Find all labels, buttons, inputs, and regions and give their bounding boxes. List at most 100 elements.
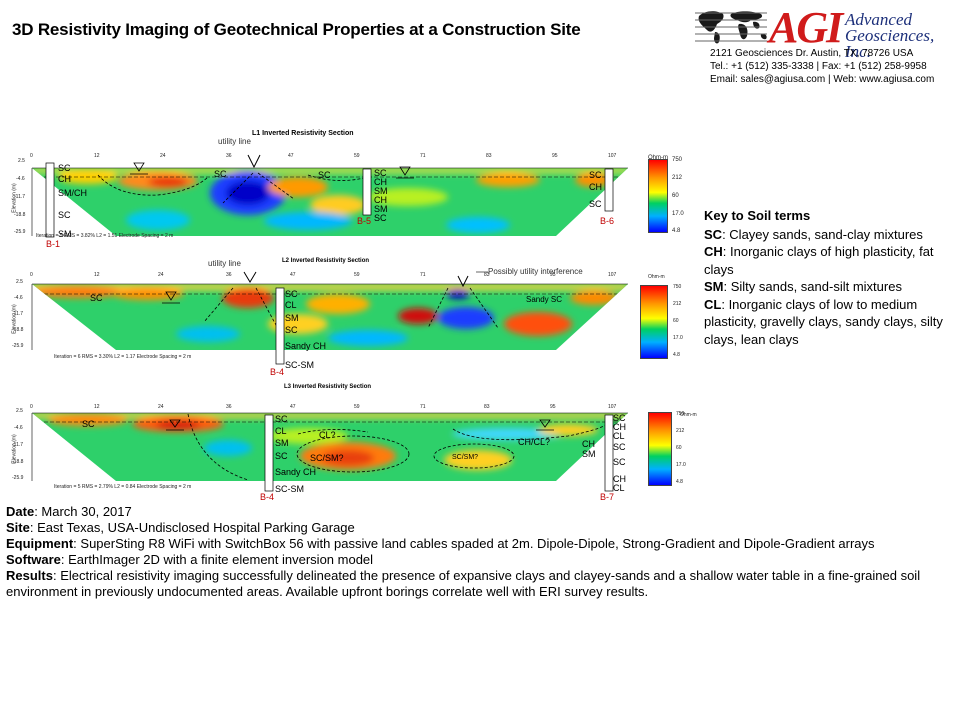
detail-equipment: Equipment: SuperSting R8 WiFi with Switc… xyxy=(6,536,875,551)
boring-layer: SC xyxy=(58,210,71,220)
x-tick: 36 xyxy=(226,153,232,159)
x-tick: 59 xyxy=(354,272,360,278)
soil-key-item-sm: SM: Silty sands, sand-silt mixtures xyxy=(704,279,902,294)
x-tick: 71 xyxy=(420,272,426,278)
x-tick: 36 xyxy=(226,272,232,278)
scale-unit: Ohm-m xyxy=(648,155,668,161)
x-tick: 0 xyxy=(30,272,33,278)
scale-tick: 17.0 xyxy=(672,211,684,217)
x-tick: 83 xyxy=(484,404,490,410)
y-tick: -18.8 xyxy=(14,212,26,218)
soil-key-item-ch: CH: Inorganic clays of high plasticity, … xyxy=(704,244,934,277)
scale-tick: 4.8 xyxy=(676,479,683,485)
soil-label: Sandy SC xyxy=(526,295,563,304)
y-tick: 2.5 xyxy=(16,279,23,285)
annotation-ch-cl: CH/CL? xyxy=(518,437,551,447)
boring-layer: SM xyxy=(285,313,299,323)
soil-label: CH xyxy=(582,439,595,449)
soil-key-heading: Key to Soil terms xyxy=(704,208,811,223)
boring-layer: SC-SM xyxy=(285,360,314,370)
boring-layer: SM/CH xyxy=(58,188,87,198)
x-tick: 95 xyxy=(552,153,558,159)
soil-key: Key to Soil terms SC: Clayey sands, sand… xyxy=(704,207,954,348)
company-address: 2121 Geosciences Dr. Austin, TX, 78726 U… xyxy=(710,48,914,59)
world-map-icon xyxy=(695,11,767,44)
x-tick: 107 xyxy=(608,153,617,159)
scale-tick: 212 xyxy=(676,428,685,434)
x-tick: 24 xyxy=(160,153,166,159)
section-l3-plot xyxy=(31,412,628,492)
x-tick: 0 xyxy=(30,153,33,159)
boring-layer: CH xyxy=(58,174,71,184)
y-tick: -25.9 xyxy=(12,475,24,481)
x-tick: 47 xyxy=(290,272,296,278)
y-tick: -11.7 xyxy=(12,442,24,448)
boring-layer: CL xyxy=(275,426,287,436)
soil-key-item-cl: CL: Inorganic clays of low to medium pla… xyxy=(704,296,943,347)
company-contact: 2121 Geosciences Dr. Austin, TX, 78726 U… xyxy=(710,47,934,86)
y-tick: -11.7 xyxy=(12,311,24,317)
soil-label: SC xyxy=(82,419,95,429)
x-tick: 12 xyxy=(94,404,100,410)
x-tick: 24 xyxy=(158,272,164,278)
x-tick: 59 xyxy=(354,404,360,410)
boring-id: B-7 xyxy=(600,492,615,502)
boring-id: B-1 xyxy=(46,239,61,249)
boring-layer: Sandy CH xyxy=(275,467,317,477)
x-tick: 47 xyxy=(288,153,294,159)
y-tick: -25.9 xyxy=(14,229,26,235)
section-l2-plot xyxy=(31,271,628,365)
color-scale-l2 xyxy=(640,285,668,359)
boring-layer: SM xyxy=(58,229,72,239)
x-tick: 107 xyxy=(608,404,617,410)
company-email-web: Email: sales@agiusa.com | Web: www.agius… xyxy=(710,74,935,85)
x-tick: 83 xyxy=(486,153,492,159)
resistivity-section-l3: L3 Inverted Resistivity Section Elevatio… xyxy=(8,384,697,504)
section-footer: Iteration = 5 RMS = 3.82% L2 = 1.51 Elec… xyxy=(36,233,174,239)
section-title: L2 Inverted Resistivity Section xyxy=(282,258,370,264)
scale-tick: 17.0 xyxy=(676,462,686,468)
y-tick: -4.6 xyxy=(16,176,25,182)
x-tick: 24 xyxy=(158,404,164,410)
company-logo: AGI Advanced Geosciences, Inc. xyxy=(695,3,955,60)
detail-results: Results: Electrical resistivity imaging … xyxy=(6,568,921,599)
resistivity-section-l2: L2 Inverted Resistivity Section utility … xyxy=(8,258,665,378)
annotation-utility-line: utility line xyxy=(218,137,251,146)
boring-layer: SC xyxy=(275,451,288,461)
boring-layer: SC xyxy=(58,163,71,173)
annotation-sc-sm: SC/SM? xyxy=(310,453,344,463)
section-l1-plot xyxy=(31,154,628,238)
color-scale-l1 xyxy=(648,159,668,233)
x-tick: 0 xyxy=(30,404,33,410)
boring-id: B-4 xyxy=(260,492,275,502)
x-tick: 95 xyxy=(550,404,556,410)
boring-layer: SC xyxy=(285,325,298,335)
color-scale-l3 xyxy=(648,412,672,486)
annotation-sc-sm: SC/SM? xyxy=(452,454,479,461)
scale-unit: Ohm-m xyxy=(680,412,697,418)
y-tick: -25.9 xyxy=(12,343,24,349)
scale-tick: 4.8 xyxy=(672,228,681,234)
boring-layer: SC xyxy=(285,289,298,299)
scale-tick: 60 xyxy=(673,318,679,324)
section-title: L3 Inverted Resistivity Section xyxy=(284,384,372,390)
x-tick: 107 xyxy=(608,272,617,278)
scale-tick: 17.0 xyxy=(673,335,683,341)
logo-company-name: Advanced Geosciences, Inc. xyxy=(845,10,935,61)
y-tick: -4.6 xyxy=(14,295,23,301)
section-footer: Iteration = 6 RMS = 3.30% L2 = 1.17 Elec… xyxy=(54,354,192,360)
x-tick: 47 xyxy=(290,404,296,410)
boring-layer: CL xyxy=(285,300,297,310)
soil-label: SC xyxy=(90,293,103,303)
logo-text: AGI xyxy=(769,3,843,52)
boring-id: B-6 xyxy=(600,216,615,226)
company-phone: Tel.: +1 (512) 335-3338 | Fax: +1 (512) … xyxy=(710,61,927,72)
scale-tick: 212 xyxy=(672,175,683,181)
y-tick: -18.8 xyxy=(12,459,24,465)
x-tick: 36 xyxy=(226,404,232,410)
soil-label: SC xyxy=(214,169,227,179)
x-tick: 83 xyxy=(484,272,490,278)
y-tick: -4.6 xyxy=(14,425,23,431)
boring-id: B-5 xyxy=(357,216,372,226)
section-footer: Iteration = 5 RMS = 2.79% L2 = 0.84 Elec… xyxy=(54,484,192,490)
